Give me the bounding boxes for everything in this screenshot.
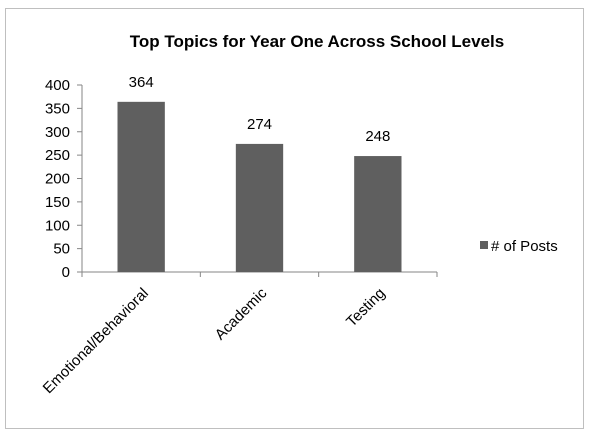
y-tick-label: 250 <box>45 147 70 164</box>
category-labels: Emotional/Behavioral Academic Testing <box>40 284 389 397</box>
y-tick-label: 200 <box>45 171 70 188</box>
y-tick-label: 0 <box>62 264 70 281</box>
data-label: 274 <box>247 116 272 133</box>
y-tick-label: 300 <box>45 124 70 141</box>
bars <box>117 101 402 272</box>
category-label: Testing <box>343 285 389 331</box>
y-axis: 0 50 100 150 200 250 300 350 400 <box>45 77 83 281</box>
y-tick-label: 50 <box>53 241 70 258</box>
y-tick-label: 100 <box>45 217 70 234</box>
legend-label-posts: # of Posts <box>491 238 558 255</box>
bar-testing <box>354 156 402 272</box>
data-labels: 364 274 248 <box>129 74 391 145</box>
y-tick-label: 150 <box>45 194 70 211</box>
category-label: Emotional/Behavioral <box>40 285 152 397</box>
data-label: 364 <box>129 74 154 91</box>
category-label: Academic <box>212 284 271 343</box>
bar-academic <box>235 143 284 272</box>
chart-title: Top Topics for Year One Across School Le… <box>130 32 504 51</box>
y-tick-label: 350 <box>45 100 70 117</box>
y-tick-label: 400 <box>45 77 70 94</box>
chart-frame <box>5 8 584 429</box>
data-label: 248 <box>365 128 390 145</box>
legend: # of Posts <box>480 238 558 255</box>
bar-emotional-behavioral <box>117 101 165 272</box>
x-axis <box>81 271 438 277</box>
legend-swatch <box>480 241 488 249</box>
